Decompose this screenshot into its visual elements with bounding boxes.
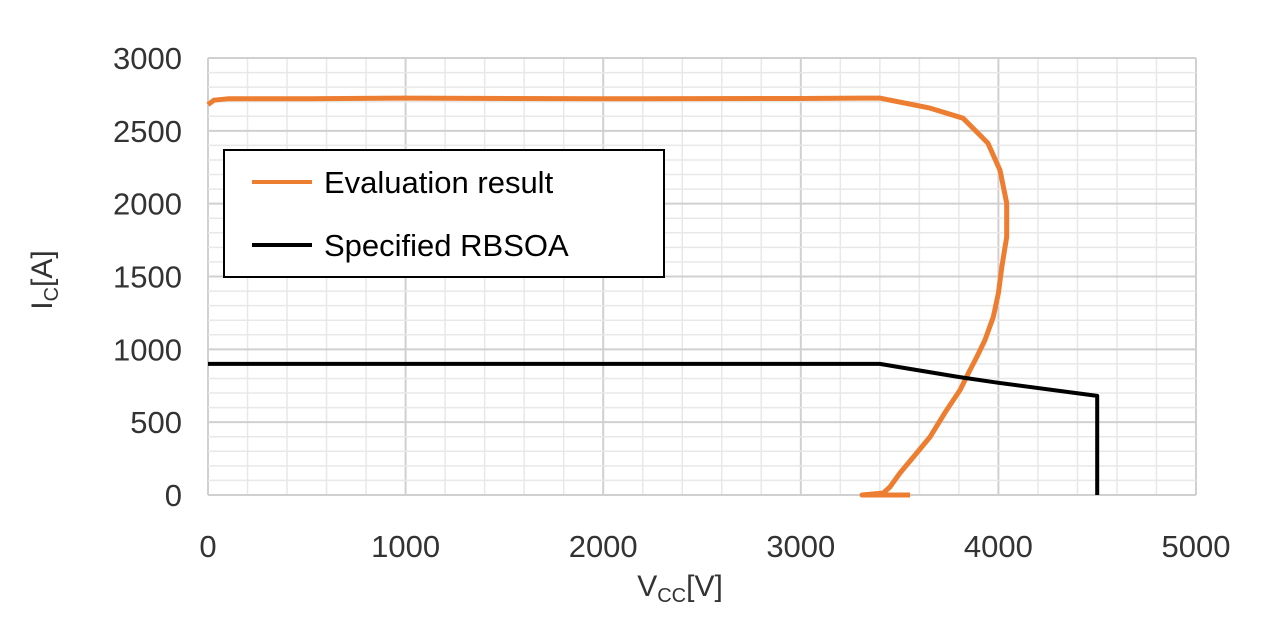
x-tick-label: 4000	[964, 529, 1033, 564]
y-tick-label: 2500	[113, 114, 182, 149]
x-label-main: V	[637, 570, 657, 603]
x-label-unit: [V]	[686, 570, 723, 603]
series-line-0	[206, 95, 1010, 498]
series-lines	[206, 95, 1100, 498]
x-tick-label: 3000	[766, 529, 835, 564]
x-tick-label: 0	[199, 529, 216, 564]
x-label-sub: CC	[657, 585, 686, 607]
series-line-1	[208, 361, 1100, 495]
x-tick-label: 5000	[1162, 529, 1231, 564]
y-tick-label: 0	[165, 478, 182, 513]
y-label-unit: [A]	[26, 250, 59, 287]
y-tick-label: 1500	[113, 260, 182, 295]
y-tick-label: 500	[130, 405, 182, 440]
grid	[207, 57, 1197, 496]
y-tick-label: 3000	[113, 41, 182, 76]
y-label-sub: C	[41, 287, 63, 301]
x-axis-label: VCC[V]	[637, 570, 723, 607]
legend-label-evaluation: Evaluation result	[324, 165, 554, 200]
x-tick-label: 2000	[569, 529, 638, 564]
legend-label-rbsoa: Specified RBSOA	[324, 228, 569, 263]
x-tick-label: 1000	[371, 529, 440, 564]
y-axis-label: IC[A]	[26, 250, 63, 309]
legend: Evaluation result Specified RBSOA	[223, 149, 665, 278]
y-tick-label: 1000	[113, 332, 182, 367]
y-label-main: I	[26, 301, 59, 309]
tick-labels: 0 1000 2000 3000 4000 5000 0 500 1000 1500 2000 250…	[113, 41, 1230, 564]
y-tick-label: 2000	[113, 187, 182, 222]
legend-box	[223, 149, 665, 278]
